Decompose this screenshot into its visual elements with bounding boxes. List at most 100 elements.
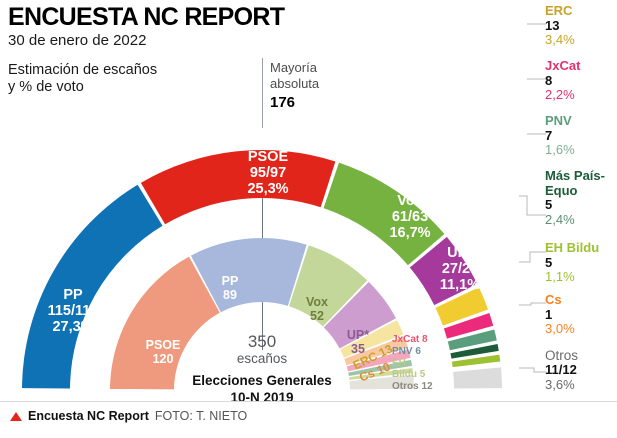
- inner-minilist-bildu: Bildu 5: [392, 369, 426, 381]
- inner-slice-jxcat[interactable]: [346, 349, 411, 372]
- legend-otros-seats: 11/12: [545, 362, 577, 378]
- legend-item-otros: Otros 11/12 3,6%: [545, 348, 578, 392]
- legend-maspais-percent: 2,4%: [545, 211, 575, 227]
- inner-label-psoe: PSOE 120: [133, 338, 193, 366]
- majority-line-top: [262, 58, 263, 128]
- outer-label-vox-name: Vox: [397, 193, 423, 209]
- legend-erc-seats: 13: [545, 17, 560, 33]
- inner-minilist-jxcat: JxCat 8: [392, 334, 428, 345]
- outer-slice-vox[interactable]: [323, 162, 445, 266]
- inner-label-vox-name: Vox: [306, 295, 328, 309]
- footer-photo-credit: FOTO: T. NIETO: [154, 409, 248, 423]
- leader-line-4: [519, 251, 546, 263]
- inner-slice-vox[interactable]: [289, 245, 368, 327]
- inner-label-pp: PP 89: [205, 274, 255, 302]
- page-title: ENCUESTA NC REPORT: [8, 3, 285, 31]
- majority-label-line1: Mayoría: [270, 60, 317, 75]
- legend-item-erc: ERC 13 3,4%: [545, 3, 575, 48]
- outer-label-vox: Vox 61/63 16,7%: [360, 193, 460, 242]
- inner-slice-up-[interactable]: [323, 281, 396, 349]
- inner-label-up: UP* 35: [336, 328, 380, 356]
- legend-erc-percent: 3,4%: [545, 32, 575, 48]
- inner-ring-2019: [110, 238, 414, 390]
- outer-label-pp-seats: 115/117: [47, 302, 99, 319]
- outer-slice-eh-bildu[interactable]: [451, 354, 501, 368]
- inner-label-vox: Vox 52: [293, 295, 341, 323]
- outer-label-up-percent: 11,1%: [439, 276, 481, 293]
- outer-label-up-name: UP*: [447, 245, 473, 261]
- leader-line-3: [519, 195, 546, 216]
- inner-label-up-seats: 35: [351, 342, 365, 356]
- triangle-up-icon: [10, 411, 22, 421]
- legend-otros-percent: 3,6%: [545, 376, 575, 392]
- majority-note: Mayoría absoluta 176: [270, 60, 319, 112]
- inner-minilist-otros: Otros 12: [392, 381, 433, 393]
- leader-line-5: [519, 302, 546, 306]
- outer-label-psoe-seats: 95/97: [249, 164, 287, 181]
- outer-label-up-seats: 27/29: [441, 260, 479, 277]
- inner-slice-pp[interactable]: [190, 238, 307, 313]
- header-subtitle: Estimación de escaños y % de voto: [8, 62, 284, 97]
- header-subtitle-line2: y % de voto: [8, 79, 84, 96]
- inner-slice-psoe[interactable]: [110, 256, 220, 390]
- footer-source: Encuesta NC Report: [28, 409, 149, 423]
- majority-value: 176: [270, 93, 296, 111]
- inner-slice-pnv[interactable]: [348, 359, 413, 377]
- legend-cs-percent: 3,0%: [545, 321, 575, 337]
- outer-label-pp-percent: 27,3%: [52, 318, 94, 335]
- outer-label-pp-name: PP: [63, 287, 83, 303]
- inner-minilist-eh: EH: [392, 357, 406, 369]
- outer-slice-pnv[interactable]: [447, 329, 497, 351]
- inner-minilist: JxCat 8 PNV 6 EH Bildu 5 Otros 12: [392, 334, 433, 393]
- outer-slice-pp[interactable]: [22, 184, 163, 389]
- outer-slice-otros[interactable]: [453, 367, 502, 389]
- header-subtitle-line1: Estimación de escaños: [8, 62, 158, 78]
- legend-pnv-seats: 7: [545, 127, 553, 143]
- footer-block: Encuesta NC Report FOTO: T. NIETO: [10, 409, 247, 423]
- legend-cs-seats: 1: [545, 306, 553, 322]
- inner-minilist-pnv: PNV 6: [392, 345, 421, 357]
- chart-center-block: 350 escaños Elecciones Generales 10-N 20…: [152, 333, 372, 407]
- outer-slice-erc[interactable]: [435, 287, 489, 326]
- legend-ehbildu-name: EH Bildu: [545, 240, 600, 255]
- leader-line-6: [519, 367, 546, 373]
- legend-item-jxcat: JxCat 8 2,2%: [545, 58, 581, 103]
- outer-label-psoe-name: PSOE: [247, 149, 289, 165]
- majority-label-line2: absoluta: [270, 76, 320, 92]
- inner-slice-erc[interactable]: [340, 320, 404, 358]
- header-block: ENCUESTA NC REPORT 30 de enero de 2022 E…: [8, 3, 285, 97]
- inner-slice-eh-bildu[interactable]: [349, 367, 414, 380]
- legend-jxcat-percent: 2,2%: [545, 87, 575, 103]
- center-seats-label: escaños: [236, 350, 288, 366]
- legend-maspais-seats: 5: [545, 197, 553, 213]
- center-election-line1: Elecciones Generales: [192, 373, 332, 389]
- legend-jxcat-name: JxCat: [545, 58, 581, 73]
- legend-ehbildu-percent: 1,1%: [545, 269, 575, 285]
- legend-maspais-name: Más País-: [545, 168, 605, 183]
- legend-pnv-percent: 1,6%: [545, 142, 575, 158]
- inner-slice-cs[interactable]: [344, 336, 408, 366]
- legend-otros-name: Otros: [545, 348, 579, 363]
- outer-label-vox-percent: 16,7%: [389, 224, 431, 241]
- center-seats: 350: [247, 332, 277, 351]
- footer-divider: [0, 401, 617, 402]
- inner-label-pp-seats: 89: [223, 288, 237, 302]
- legend-cs-name: Cs: [545, 292, 562, 307]
- legend-jxcat-seats: 8: [545, 72, 553, 88]
- legend-item-maspais: Más País- Equo 5 2,4%: [545, 168, 605, 227]
- inner-label-up-name: UP*: [346, 328, 370, 342]
- outer-label-up: UP* 27/29 11,1%: [415, 245, 505, 294]
- legend-ehbildu-seats: 5: [545, 254, 553, 270]
- outer-slice-up-[interactable]: [409, 236, 478, 306]
- inner-slice-otros[interactable]: [349, 374, 414, 390]
- outer-slice-psoe[interactable]: [140, 150, 336, 225]
- legend-item-ehbildu: EH Bildu 5 1,1%: [545, 240, 600, 285]
- outer-label-vox-seats: 61/63: [391, 208, 429, 225]
- outer-slice-m-s-pa-s-equo[interactable]: [450, 344, 499, 359]
- outer-ring-estimation: [22, 150, 502, 389]
- outer-slice-jxcat[interactable]: [443, 313, 494, 339]
- inner-label-psoe-seats: 120: [152, 352, 174, 366]
- legend-maspais-name2: Equo: [545, 182, 578, 198]
